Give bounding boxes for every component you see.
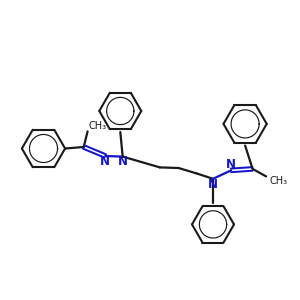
Text: N: N [208,178,218,191]
Text: N: N [100,155,110,168]
Text: N: N [226,158,236,171]
Text: N: N [118,155,128,169]
Text: CH₃: CH₃ [88,121,106,131]
Text: CH₃: CH₃ [269,176,287,186]
